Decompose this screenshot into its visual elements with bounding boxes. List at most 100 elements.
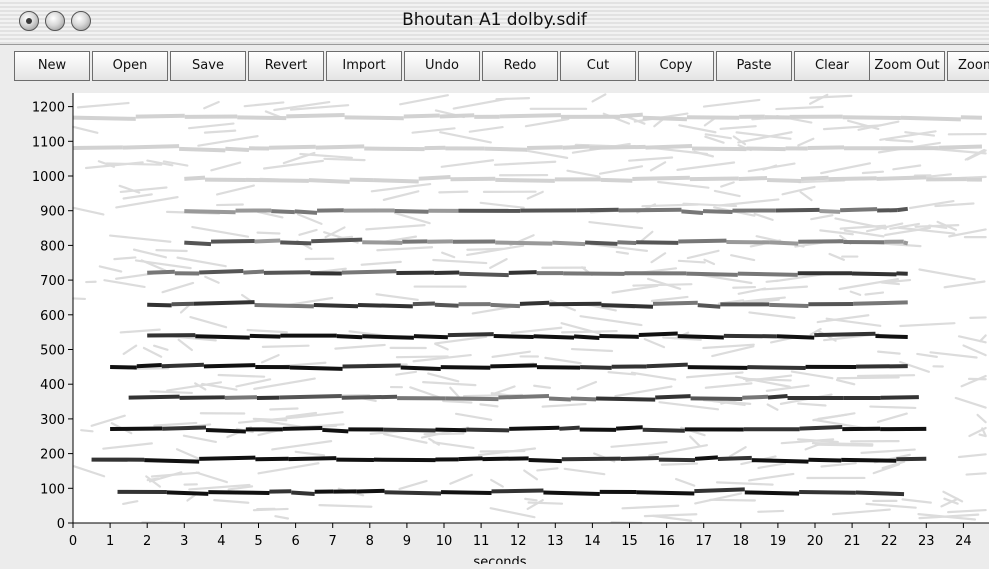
partial-segment	[414, 336, 448, 337]
partial-segment	[620, 115, 643, 117]
partial-segment	[243, 272, 264, 273]
partial-segment	[580, 367, 612, 368]
background-partial	[81, 430, 92, 431]
x-tick-label: 9	[403, 534, 411, 549]
partial-segment	[901, 118, 961, 120]
partial-segment	[269, 147, 316, 148]
partial-segment	[373, 180, 419, 181]
partial-segment	[698, 305, 721, 307]
import-button[interactable]: Import	[326, 51, 402, 81]
partial-segment	[73, 118, 136, 119]
x-tick-label: 12	[510, 534, 527, 549]
background-partial	[813, 443, 872, 444]
partial-segment	[686, 274, 738, 275]
partial-segment	[768, 396, 788, 397]
x-tick-label: 17	[695, 534, 712, 549]
background-partial	[967, 473, 986, 474]
y-tick-label: 800	[40, 239, 65, 254]
copy-button[interactable]: Copy	[638, 51, 714, 81]
partial-segment	[808, 460, 841, 461]
partial-segment	[841, 460, 896, 461]
partial-segment	[343, 366, 401, 367]
partial-segment	[383, 430, 435, 431]
partial-segment	[211, 241, 255, 242]
partial-segment	[695, 457, 718, 458]
partial-segment	[599, 336, 638, 337]
cut-button[interactable]: Cut	[560, 51, 636, 81]
partial-segment	[110, 428, 162, 429]
partial-segment	[646, 146, 693, 148]
partial-segment	[643, 430, 685, 431]
partial-segment	[801, 178, 829, 179]
partial-segment	[690, 178, 739, 179]
partial-segment	[494, 336, 534, 337]
partial-segment	[255, 305, 314, 306]
partial-segment	[291, 492, 314, 494]
partial-segment	[466, 430, 509, 431]
revert-button[interactable]: Revert	[248, 51, 324, 81]
partial-segment	[419, 177, 451, 179]
partial-segment	[829, 178, 877, 179]
partial-segment	[279, 396, 342, 397]
zoom-out-button[interactable]: Zoom Out	[869, 51, 945, 81]
partial-segment	[342, 271, 397, 272]
partial-segment	[571, 398, 596, 399]
y-tick-label: 400	[40, 378, 65, 393]
partial-segment	[843, 117, 901, 118]
partial-segment	[718, 458, 752, 459]
partial-segment	[808, 147, 844, 148]
zoom-in-button[interactable]: Zoom	[947, 51, 989, 81]
clear-button[interactable]: Clear	[794, 51, 870, 81]
partial-segment	[799, 492, 856, 493]
partial-segment	[309, 180, 350, 182]
partial-segment	[206, 430, 246, 432]
y-tick-label: 700	[40, 274, 65, 289]
partial-segment	[283, 428, 322, 429]
undo-button[interactable]: Undo	[404, 51, 480, 81]
partial-segment	[738, 274, 798, 275]
background-partial	[662, 464, 697, 465]
open-button[interactable]: Open	[92, 51, 168, 81]
background-partial	[758, 511, 783, 512]
x-tick-label: 3	[180, 534, 188, 549]
background-partial	[156, 250, 186, 251]
partial-segment	[617, 242, 636, 243]
partial-segment	[395, 211, 429, 212]
x-tick-label: 13	[547, 534, 564, 549]
new-button[interactable]: New	[14, 51, 90, 81]
partial-segment	[814, 334, 875, 335]
x-tick-label: 0	[69, 534, 77, 549]
partial-segment	[509, 272, 537, 273]
spectrogram-svg[interactable]: 0100200300400500600700800900100011001200…	[0, 88, 989, 564]
partial-segment	[492, 491, 544, 492]
partial-segment	[939, 147, 982, 148]
partial-segment	[295, 211, 317, 213]
partial-segment	[739, 178, 767, 179]
partial-segment	[752, 460, 809, 461]
redo-button[interactable]: Redo	[482, 51, 558, 81]
partial-segment	[194, 302, 255, 304]
partial-segment	[527, 147, 563, 148]
save-button[interactable]: Save	[170, 51, 246, 81]
partial-segment	[401, 368, 441, 370]
x-tick-label: 23	[918, 534, 935, 549]
partial-segment	[520, 303, 549, 304]
partial-segment	[440, 115, 474, 116]
partial-segment	[314, 305, 358, 306]
x-tick-label: 19	[770, 534, 787, 549]
partial-segment	[559, 428, 579, 429]
y-tick-label: 200	[40, 448, 65, 463]
partial-segment	[286, 115, 344, 116]
partial-segment	[490, 365, 537, 366]
partial-segment	[362, 242, 402, 243]
partial-segment	[767, 180, 801, 181]
window-titlebar[interactable]: Bhoutan A1 dolby.sdif	[0, 0, 989, 45]
background-partial	[324, 159, 364, 160]
partial-segment	[195, 336, 249, 337]
partial-segment	[255, 459, 288, 460]
partial-segment	[585, 242, 617, 243]
paste-button[interactable]: Paste	[716, 51, 792, 81]
y-tick-label: 1200	[32, 101, 65, 116]
window-title: Bhoutan A1 dolby.sdif	[0, 10, 989, 30]
